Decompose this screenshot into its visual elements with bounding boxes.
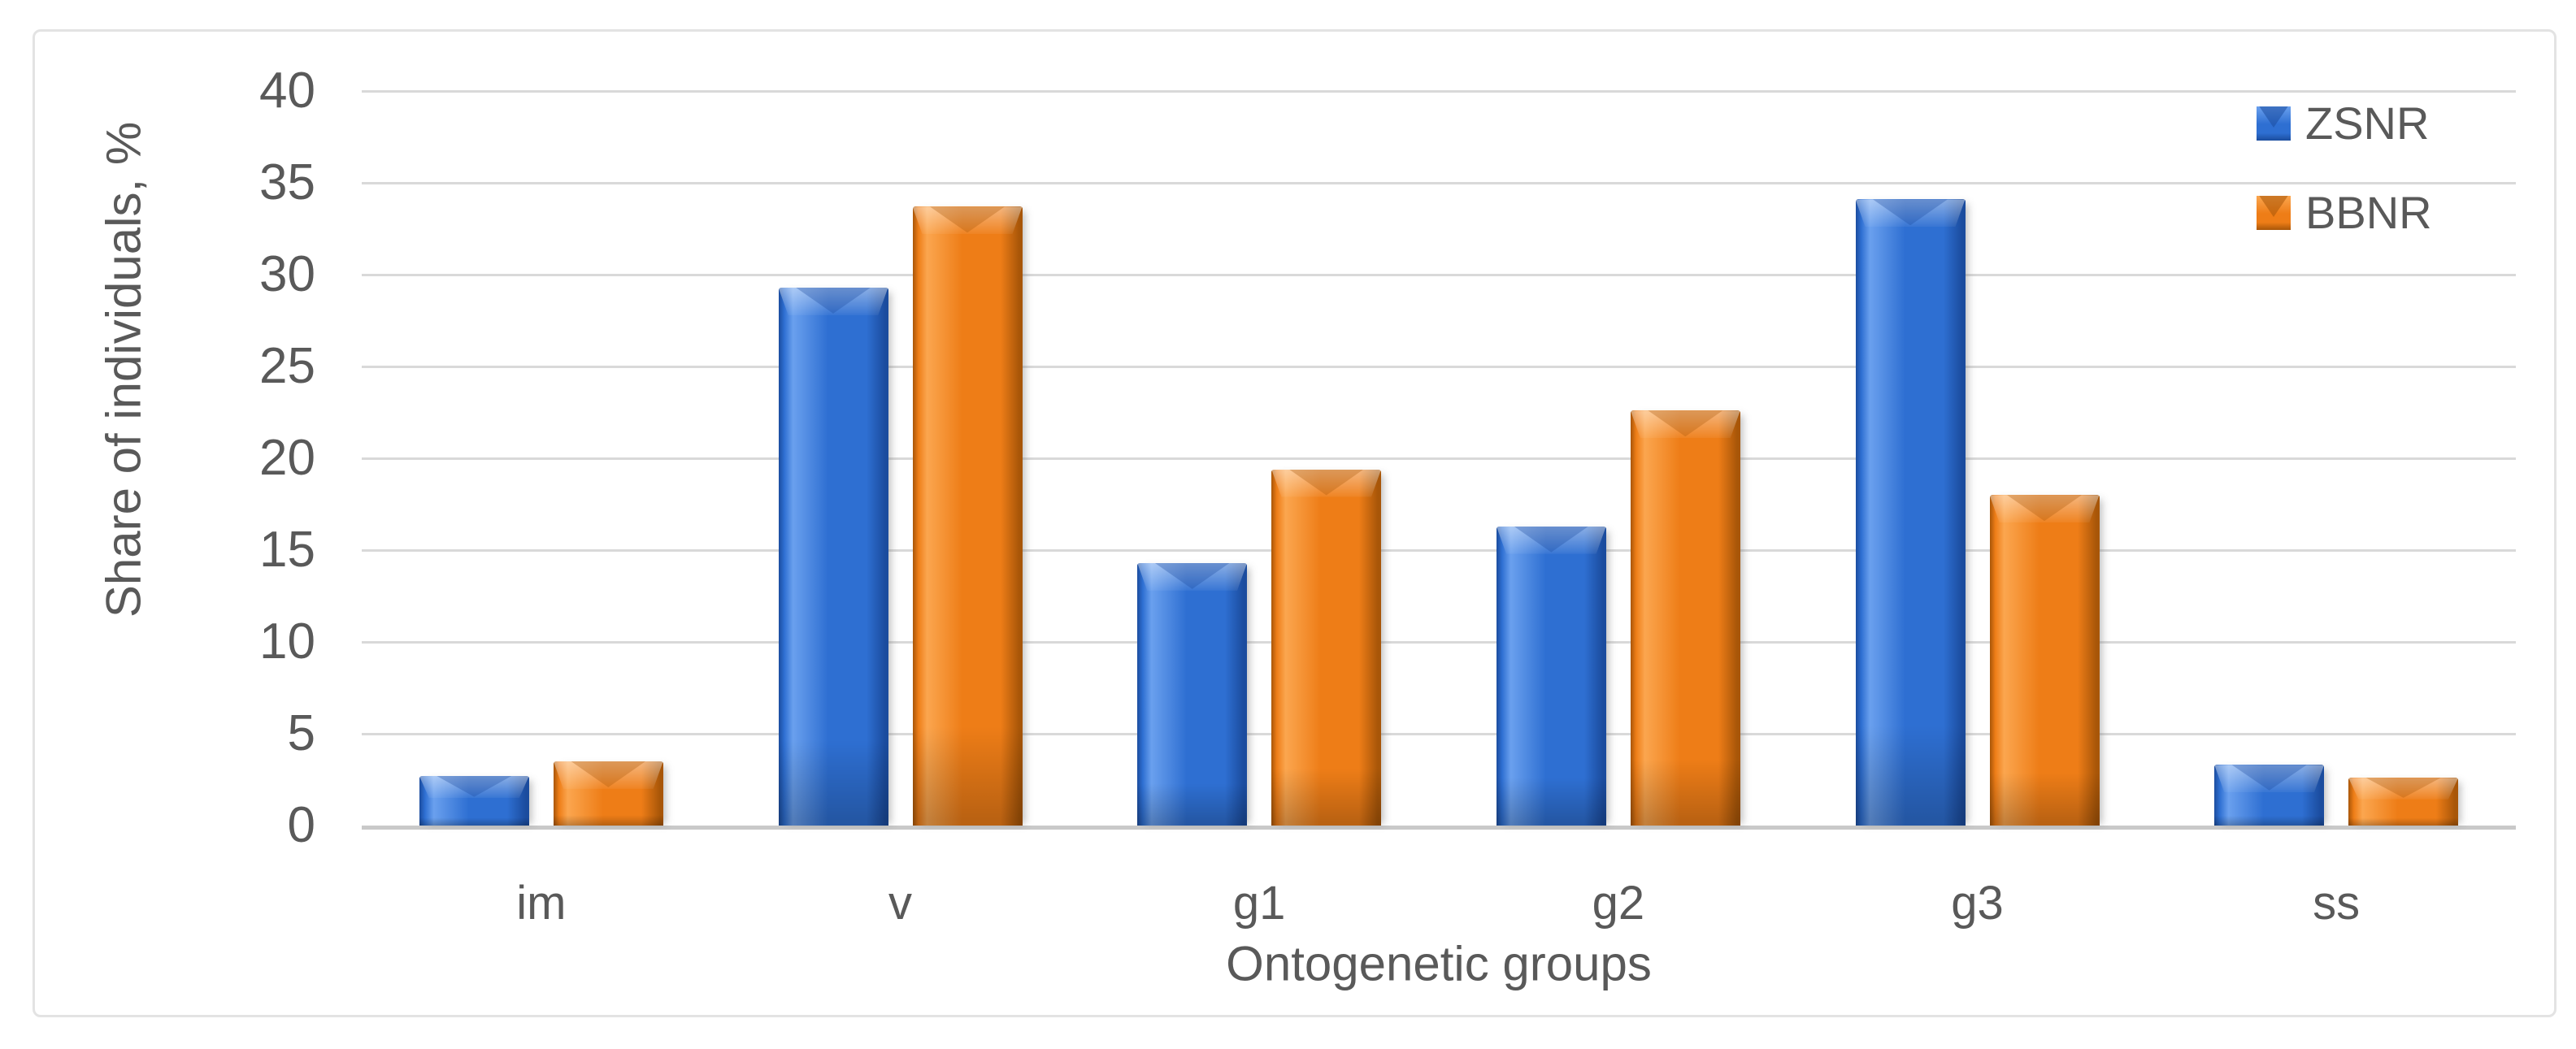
x-tick-label-v: v bbox=[888, 877, 912, 930]
x-tick-label-ss: ss bbox=[2313, 877, 2361, 930]
bar-BBNR-g1 bbox=[1271, 469, 1382, 826]
bar-ZSNR-g2 bbox=[1496, 526, 1606, 826]
legend-label-ZSNR: ZSNR bbox=[2305, 98, 2430, 149]
legend-label-BBNR: BBNR bbox=[2305, 187, 2432, 238]
gridline-40 bbox=[362, 90, 2516, 93]
bar-ZSNR-ss bbox=[2214, 765, 2325, 826]
legend-swatch-ZSNR bbox=[2257, 106, 2291, 141]
legend-item-BBNR: BBNR bbox=[2257, 189, 2432, 236]
x-tick-label-im: im bbox=[516, 877, 567, 930]
y-tick-label-30: 30 bbox=[259, 246, 315, 302]
x-axis-title: Ontogenetic groups bbox=[1226, 936, 1652, 991]
bar-BBNR-g3 bbox=[1989, 495, 2100, 826]
y-tick-label-20: 20 bbox=[259, 430, 315, 486]
bar-ZSNR-v bbox=[778, 287, 888, 826]
bar-BBNR-im bbox=[553, 761, 663, 826]
y-tick-label-40: 40 bbox=[259, 63, 315, 119]
bar-ZSNR-im bbox=[419, 775, 529, 826]
bar-BBNR-v bbox=[912, 206, 1023, 826]
bar-ZSNR-g3 bbox=[1855, 199, 1966, 826]
bar-ZSNR-g1 bbox=[1137, 562, 1248, 826]
legend-swatch-BBNR bbox=[2257, 196, 2291, 230]
gridline-15 bbox=[362, 549, 2516, 552]
gridline-5 bbox=[362, 733, 2516, 735]
x-tick-label-g1: g1 bbox=[1232, 877, 1286, 930]
bar-BBNR-g2 bbox=[1630, 410, 1740, 826]
gridline-25 bbox=[362, 366, 2516, 368]
y-tick-label-35: 35 bbox=[259, 154, 315, 210]
gridline-0 bbox=[362, 826, 2516, 830]
gridline-20 bbox=[362, 457, 2516, 460]
y-tick-label-0: 0 bbox=[287, 797, 315, 853]
x-tick-label-g2: g2 bbox=[1592, 877, 1645, 930]
gridline-30 bbox=[362, 274, 2516, 276]
bar-BBNR-ss bbox=[2348, 778, 2459, 826]
y-tick-label-25: 25 bbox=[259, 338, 315, 394]
y-tick-label-5: 5 bbox=[287, 705, 315, 761]
gridline-35 bbox=[362, 182, 2516, 184]
legend-item-ZSNR: ZSNR bbox=[2257, 100, 2429, 147]
x-tick-label-g3: g3 bbox=[1951, 877, 2004, 930]
y-tick-label-15: 15 bbox=[259, 522, 315, 578]
y-tick-label-10: 10 bbox=[259, 613, 315, 670]
gridline-10 bbox=[362, 641, 2516, 644]
